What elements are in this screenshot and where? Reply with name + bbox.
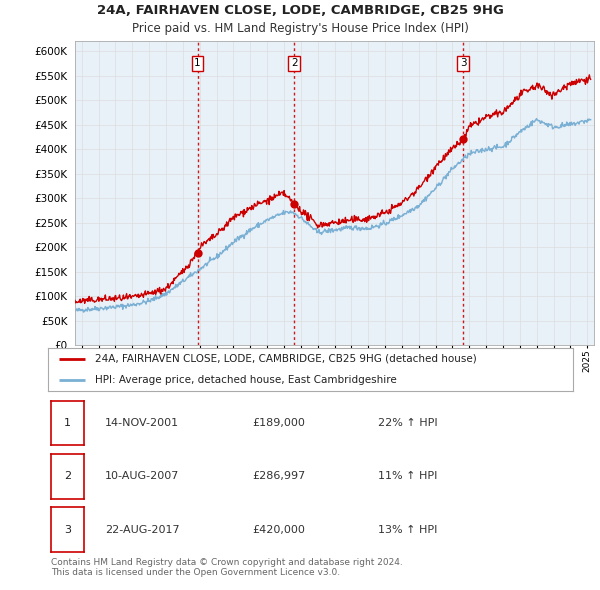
Text: 24A, FAIRHAVEN CLOSE, LODE, CAMBRIDGE, CB25 9HG (detached house): 24A, FAIRHAVEN CLOSE, LODE, CAMBRIDGE, C… xyxy=(95,354,477,363)
Text: 1: 1 xyxy=(64,418,71,428)
Text: 14-NOV-2001: 14-NOV-2001 xyxy=(105,418,179,428)
Text: 2: 2 xyxy=(64,471,71,481)
Text: 3: 3 xyxy=(64,525,71,535)
Text: 10-AUG-2007: 10-AUG-2007 xyxy=(105,471,179,481)
Text: Contains HM Land Registry data © Crown copyright and database right 2024.
This d: Contains HM Land Registry data © Crown c… xyxy=(51,558,403,577)
Text: £286,997: £286,997 xyxy=(252,471,305,481)
Text: 22-AUG-2017: 22-AUG-2017 xyxy=(105,525,179,535)
Text: Price paid vs. HM Land Registry's House Price Index (HPI): Price paid vs. HM Land Registry's House … xyxy=(131,22,469,35)
Text: 22% ↑ HPI: 22% ↑ HPI xyxy=(378,418,437,428)
Text: 13% ↑ HPI: 13% ↑ HPI xyxy=(378,525,437,535)
Text: HPI: Average price, detached house, East Cambridgeshire: HPI: Average price, detached house, East… xyxy=(95,375,397,385)
Text: £189,000: £189,000 xyxy=(252,418,305,428)
Text: 11% ↑ HPI: 11% ↑ HPI xyxy=(378,471,437,481)
Text: 3: 3 xyxy=(460,58,467,68)
Text: 24A, FAIRHAVEN CLOSE, LODE, CAMBRIDGE, CB25 9HG: 24A, FAIRHAVEN CLOSE, LODE, CAMBRIDGE, C… xyxy=(97,4,503,17)
Text: 2: 2 xyxy=(291,58,298,68)
Text: 1: 1 xyxy=(194,58,201,68)
Text: £420,000: £420,000 xyxy=(252,525,305,535)
